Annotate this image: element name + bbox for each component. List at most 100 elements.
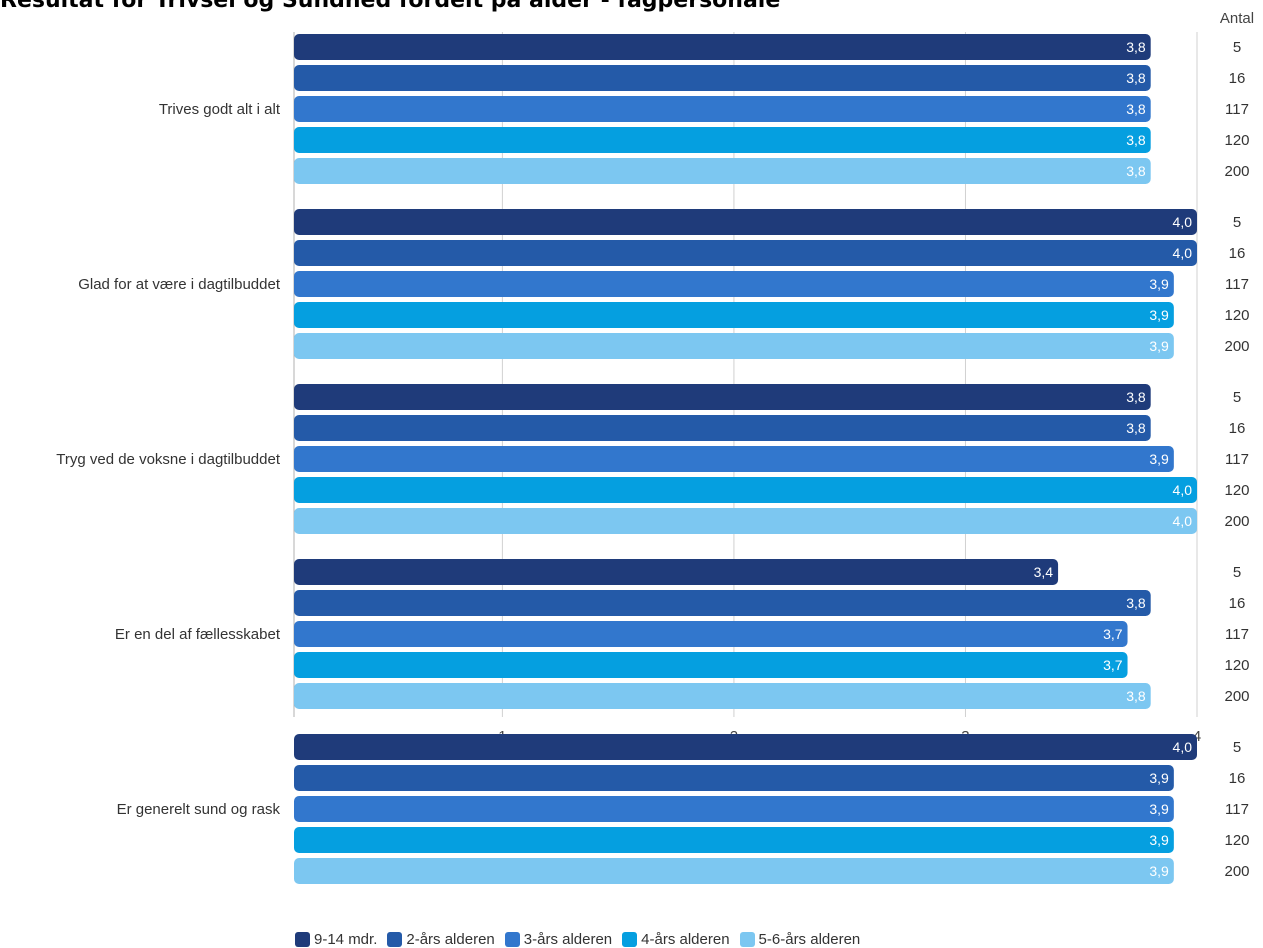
- category-label: Trives godt alt i alt: [159, 101, 281, 118]
- antal-value: 200: [1224, 513, 1249, 530]
- antal-value: 200: [1224, 163, 1249, 180]
- antal-value: 200: [1224, 338, 1249, 355]
- data-label: 3,9: [1149, 832, 1169, 848]
- bar: [294, 302, 1174, 328]
- antal-value: 5: [1233, 214, 1241, 231]
- category-label: Er generelt sund og rask: [117, 801, 281, 818]
- legend: 9-14 mdr. 2-års alderen 3-års alderen 4-års…: [295, 931, 860, 948]
- legend-label: 3-års alderen: [523, 931, 613, 948]
- bar: [294, 65, 1151, 91]
- data-label: 3,9: [1149, 451, 1169, 467]
- legend-item: 9-14 mdr.: [295, 931, 377, 948]
- antal-header: Antal: [1220, 10, 1254, 27]
- data-label: 3,8: [1126, 132, 1146, 148]
- bar: [294, 559, 1059, 585]
- data-label: 3,9: [1149, 338, 1169, 354]
- data-label: 3,8: [1126, 70, 1146, 86]
- bar: [294, 158, 1151, 184]
- bar: [294, 333, 1174, 359]
- data-label: 3,9: [1149, 801, 1169, 817]
- bar: [294, 621, 1128, 647]
- legend-item: 3-års alderen: [504, 931, 613, 948]
- data-label: 3,9: [1149, 770, 1169, 786]
- bar: [294, 858, 1174, 884]
- category-label: Glad for at være i dagtilbuddet: [78, 276, 281, 293]
- antal-value: 16: [1229, 595, 1246, 612]
- legend-swatch: [504, 932, 520, 947]
- legend-swatch: [739, 932, 755, 947]
- data-label: 3,9: [1149, 863, 1169, 879]
- antal-value: 120: [1224, 307, 1249, 324]
- data-label: 3,8: [1126, 39, 1146, 55]
- antal-value: 200: [1224, 863, 1249, 880]
- data-label: 3,4: [1034, 564, 1054, 580]
- data-label: 3,8: [1126, 101, 1146, 117]
- antal-value: 5: [1233, 739, 1241, 756]
- antal-value: 120: [1224, 832, 1249, 849]
- legend-label: 9-14 mdr.: [314, 931, 378, 948]
- data-label: 3,9: [1149, 276, 1169, 292]
- legend-label: 5-6-års alderen: [758, 931, 861, 948]
- legend-item: 5-6-års alderen: [739, 931, 861, 948]
- antal-value: 16: [1229, 70, 1246, 87]
- antal-value: 16: [1229, 245, 1246, 262]
- antal-value: 117: [1225, 451, 1249, 468]
- legend-item: 4-års alderen: [622, 931, 730, 948]
- bar: [294, 734, 1197, 760]
- data-label: 3,7: [1103, 626, 1123, 642]
- bar: [294, 209, 1197, 235]
- bar: [294, 477, 1197, 503]
- legend-item: 2-års alderen: [387, 931, 495, 948]
- antal-value: 16: [1229, 420, 1246, 437]
- data-label: 4,0: [1173, 482, 1193, 498]
- bar: [294, 271, 1174, 297]
- bar: [294, 683, 1151, 709]
- antal-value: 117: [1225, 101, 1249, 118]
- chart-title: Resultat for Trivsel og Sundhed fordelt …: [0, 0, 781, 13]
- antal-value: 200: [1224, 688, 1249, 705]
- data-label: 4,0: [1173, 739, 1193, 755]
- data-label: 3,8: [1126, 389, 1146, 405]
- data-label: 3,8: [1126, 420, 1146, 436]
- data-label: 3,8: [1126, 688, 1146, 704]
- bar: [294, 652, 1128, 678]
- antal-value: 5: [1233, 564, 1241, 581]
- bar: [294, 446, 1174, 472]
- antal-value: 120: [1224, 657, 1249, 674]
- antal-value: 120: [1224, 482, 1249, 499]
- data-label: 4,0: [1173, 245, 1193, 261]
- legend-swatch: [295, 932, 310, 947]
- bar: [294, 96, 1151, 122]
- data-label: 3,8: [1126, 163, 1146, 179]
- bar: [294, 34, 1151, 60]
- data-label: 4,0: [1173, 513, 1193, 529]
- category-label: Er en del af fællesskabet: [115, 626, 281, 643]
- bar: [294, 765, 1174, 791]
- data-label: 4,0: [1173, 214, 1193, 230]
- antal-value: 5: [1233, 389, 1241, 406]
- bar: [294, 827, 1174, 853]
- antal-value: 117: [1225, 801, 1249, 818]
- bar: [294, 240, 1197, 266]
- legend-label: 4-års alderen: [641, 931, 730, 948]
- legend-swatch: [387, 932, 403, 947]
- antal-value: 117: [1225, 626, 1249, 643]
- data-label: 3,7: [1103, 657, 1123, 673]
- antal-value: 16: [1229, 770, 1246, 787]
- bar: [294, 590, 1151, 616]
- data-label: 3,8: [1126, 595, 1146, 611]
- data-label: 3,9: [1149, 307, 1169, 323]
- legend-swatch: [622, 932, 638, 947]
- bar: [294, 508, 1197, 534]
- bar: [294, 415, 1151, 441]
- antal-value: 5: [1233, 39, 1241, 56]
- antal-value: 117: [1225, 276, 1249, 293]
- bar: [294, 384, 1151, 410]
- bar: [294, 127, 1151, 153]
- x-tick-label: 4: [1193, 728, 1201, 745]
- antal-value: 120: [1224, 132, 1249, 149]
- legend-label: 2-års alderen: [406, 931, 495, 948]
- category-label: Tryg ved de voksne i dagtilbuddet: [56, 451, 281, 468]
- bar: [294, 796, 1174, 822]
